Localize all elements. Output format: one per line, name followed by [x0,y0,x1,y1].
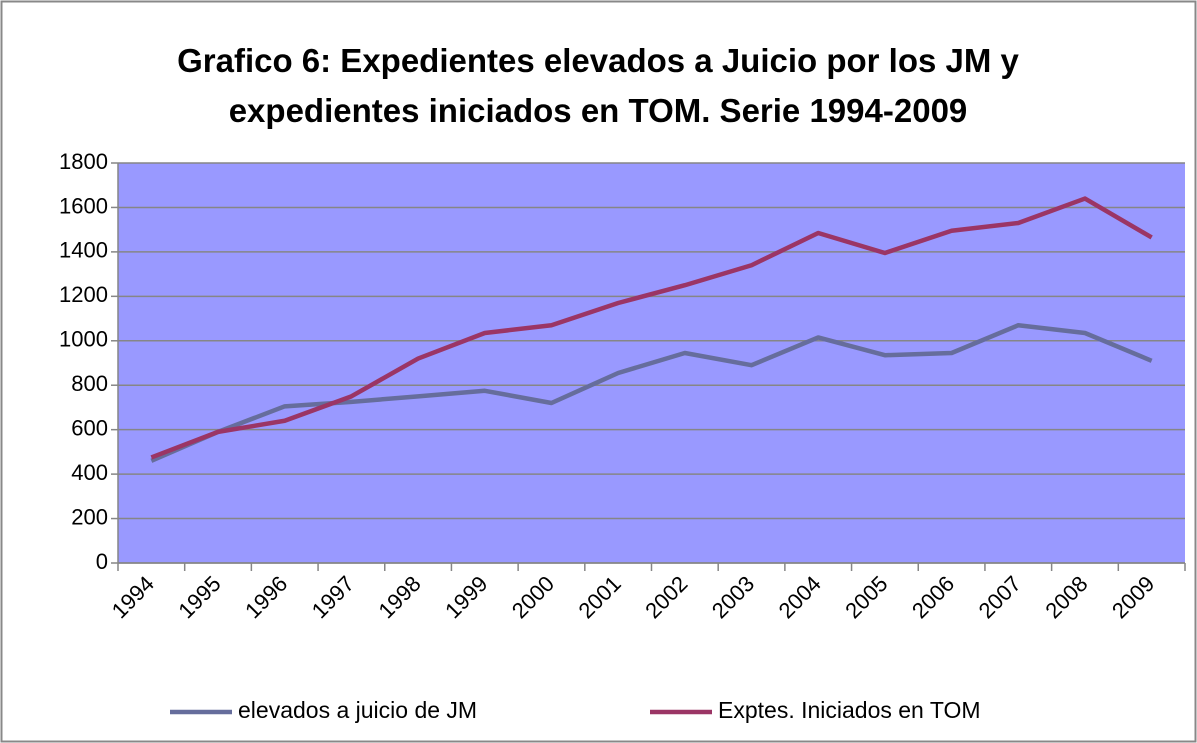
y-tick-label: 1000 [59,327,108,352]
y-tick-label: 200 [71,504,108,529]
y-tick-label: 0 [96,549,108,574]
y-tick-label: 1800 [59,149,108,174]
y-tick-label: 800 [71,371,108,396]
data-line [150,196,1153,460]
chart-title: expedientes iniciados en TOM. Serie 1994… [229,92,968,129]
y-tick-label: 1600 [59,193,108,218]
chart-title: Grafico 6: Expedientes elevados a Juicio… [177,42,1019,79]
y-tick-label: 400 [71,460,108,485]
y-tick-label: 1400 [59,238,108,263]
legend-label: Exptes. Iniciados en TOM [718,697,981,723]
data-line [150,322,1153,463]
y-tick-label: 1200 [59,282,108,307]
y-tick-label: 600 [71,415,108,440]
legend-label: elevados a juicio de JM [238,697,477,723]
